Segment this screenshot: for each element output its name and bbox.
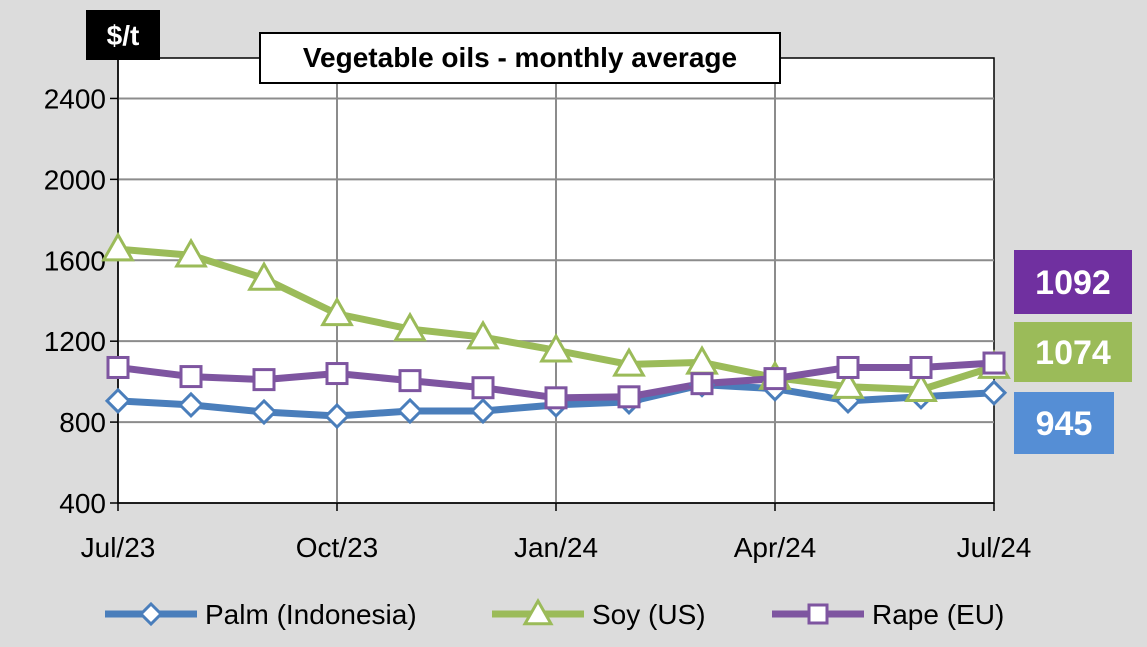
data-point-palm-indonesia — [104, 387, 132, 414]
data-point-soy-us — [393, 311, 427, 342]
y-tick-label: 1200 — [44, 326, 106, 357]
data-point-rape-eu — [982, 351, 1006, 375]
data-point-rape-eu — [252, 368, 276, 392]
data-point-soy-us — [247, 261, 281, 291]
end-label-value: 1092 — [1035, 264, 1111, 302]
x-tick-label: Jul/23 — [81, 532, 156, 563]
legend-marker — [522, 597, 554, 626]
x-tick-label: Jul/24 — [957, 532, 1032, 563]
data-point-palm-indonesia — [469, 397, 497, 425]
data-point-palm-indonesia — [177, 391, 205, 419]
y-tick-label: 2400 — [44, 83, 106, 114]
series-markers — [101, 231, 1011, 430]
y-tick-label: 1600 — [44, 245, 106, 276]
legend-marker — [138, 601, 164, 627]
x-tick-label: Apr/24 — [734, 532, 817, 563]
data-point-palm-indonesia — [323, 402, 351, 430]
legend-label: Rape (EU) — [872, 599, 1004, 630]
data-point-palm-indonesia — [250, 398, 278, 426]
y-tick-label: 800 — [59, 407, 106, 438]
title-box — [259, 32, 781, 84]
data-point-soy-us — [831, 369, 865, 399]
data-point-rape-eu — [325, 362, 349, 386]
legend-label: Palm (Indonesia) — [205, 599, 417, 630]
data-point-rape-eu — [909, 355, 933, 379]
data-point-soy-us — [174, 237, 208, 268]
unit-badge — [86, 10, 160, 60]
data-point-soy-us — [320, 296, 354, 327]
y-tick-label: 2000 — [44, 164, 106, 195]
chart-title: Vegetable oils - monthly average — [303, 42, 737, 73]
data-point-rape-eu — [398, 369, 422, 393]
data-point-soy-us — [904, 372, 938, 402]
end-value-labels: 1092 1074 945 — [1014, 250, 1132, 454]
end-label-value: 945 — [1036, 405, 1093, 443]
legend-marker — [807, 603, 829, 625]
data-point-soy-us — [466, 319, 500, 350]
end-label-badge — [1014, 392, 1114, 454]
x-tick-label: Jan/24 — [514, 532, 598, 563]
data-point-rape-eu — [836, 355, 860, 379]
legend-label: Soy (US) — [592, 599, 706, 630]
legend: Palm (Indonesia) Soy (US) Rape (EU) — [105, 597, 1004, 630]
data-point-soy-us — [539, 332, 573, 363]
data-point-rape-eu — [690, 372, 714, 396]
axes: 400 800 1200 1600 2000 2400 Jul/23 Oct/23 Jan/24… — [44, 58, 1032, 563]
data-point-rape-eu — [179, 365, 203, 389]
data-point-rape-eu — [763, 367, 787, 391]
x-tick-label: Oct/23 — [296, 532, 378, 563]
data-point-rape-eu — [617, 385, 641, 409]
data-point-soy-us — [612, 347, 646, 377]
data-point-rape-eu — [106, 355, 130, 379]
data-point-rape-eu — [471, 376, 495, 400]
data-point-rape-eu — [544, 386, 568, 410]
y-tick-label: 400 — [59, 488, 106, 519]
end-label-badge — [1014, 250, 1132, 314]
data-point-palm-indonesia — [396, 397, 424, 425]
unit-label: $/t — [107, 20, 140, 51]
data-point-palm-indonesia — [980, 379, 1008, 406]
data-point-soy-us — [101, 231, 135, 262]
end-label-badge — [1014, 322, 1132, 382]
end-label-value: 1074 — [1035, 334, 1111, 372]
